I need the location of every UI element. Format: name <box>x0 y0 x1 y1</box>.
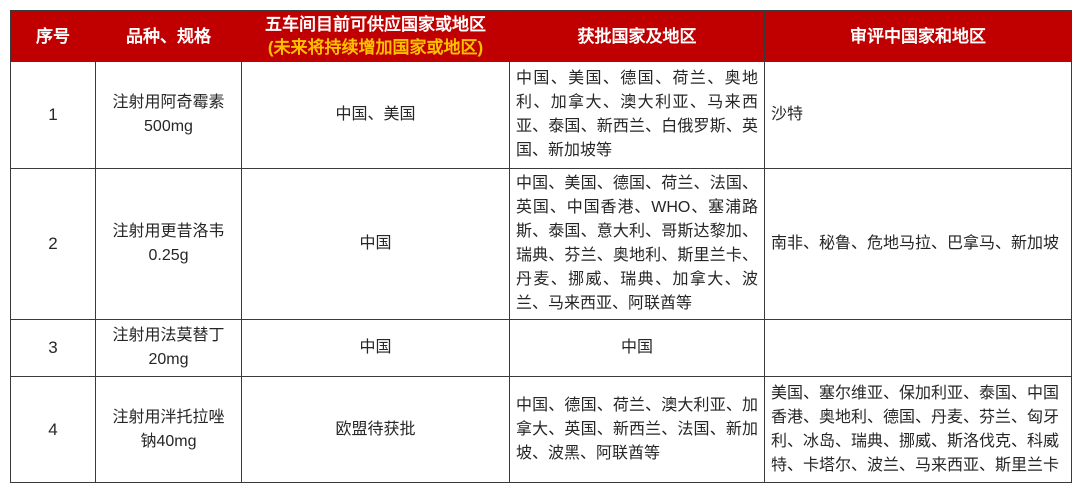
column-header-supply-label: 五车间目前可供应国家或地区 <box>265 15 486 34</box>
cell-row-number: 2 <box>10 168 96 320</box>
product-name: 注射用更昔洛韦 <box>112 223 225 240</box>
table-row-3: 3 注射用法莫替丁 20mg 中国 中国 <box>10 319 1072 377</box>
cell-product-spec: 注射用阿奇霉素 500mg <box>95 61 242 169</box>
column-header-in-review-label: 审评中国家和地区 <box>850 26 986 46</box>
product-spec: 20mg <box>148 351 189 368</box>
product-spec: 500mg <box>144 118 193 135</box>
column-header-product: 品种、规格 <box>95 10 242 62</box>
table-row-1: 1 注射用阿奇霉素 500mg 中国、美国 中国、美国、德国、荷兰、奥地利、加拿… <box>10 61 1072 169</box>
cell-approved-countries: 中国、美国、德国、荷兰、奥地利、加拿大、澳大利亚、马来西亚、泰国、新西兰、白俄罗… <box>509 61 765 169</box>
column-header-approved-label: 获批国家及地区 <box>577 26 697 46</box>
cell-row-number: 1 <box>10 61 96 169</box>
product-name: 注射用阿奇霉素 <box>112 94 225 111</box>
column-header-product-label: 品种、规格 <box>126 26 211 46</box>
product-spec: 钠40mg <box>140 432 197 450</box>
cell-supply-countries: 中国 <box>241 319 510 377</box>
cell-supply-countries: 欧盟待获批 <box>241 376 510 483</box>
cell-in-review-countries: 沙特 <box>764 61 1072 169</box>
cell-approved-countries: 中国、德国、荷兰、澳大利亚、加拿大、英国、新西兰、法国、新加坡、波黑、阿联酋等 <box>509 376 765 483</box>
product-spec: 0.25g <box>148 247 189 264</box>
cell-product-spec: 注射用更昔洛韦 0.25g <box>95 168 242 320</box>
column-header-approved: 获批国家及地区 <box>509 10 765 62</box>
product-name: 注射用法莫替丁 <box>112 327 225 344</box>
column-header-supply: 五车间目前可供应国家或地区 (未来将持续增加国家或地区) <box>241 10 510 62</box>
column-header-in-review: 审评中国家和地区 <box>764 10 1072 62</box>
cell-row-number: 3 <box>10 319 96 377</box>
cell-in-review-countries: 南非、秘鲁、危地马拉、巴拿马、新加坡 <box>764 168 1072 320</box>
table-row-2: 2 注射用更昔洛韦 0.25g 中国 中国、美国、德国、荷兰、法国、英国、中国香… <box>10 168 1072 320</box>
drug-supply-table: 序号 品种、规格 五车间目前可供应国家或地区 (未来将持续增加国家或地区) 获批… <box>10 10 1072 483</box>
cell-approved-countries: 中国 <box>509 319 765 377</box>
cell-supply-countries: 中国、美国 <box>241 61 510 169</box>
cell-supply-countries: 中国 <box>241 168 510 320</box>
cell-product-spec: 注射用泮托拉唑 钠40mg <box>95 376 242 483</box>
column-header-supply-note: (未来将持续增加国家或地区) <box>267 38 484 57</box>
cell-approved-countries: 中国、美国、德国、荷兰、法国、英国、中国香港、WHO、塞浦路斯、泰国、意大利、哥… <box>509 168 765 320</box>
column-header-no: 序号 <box>10 10 96 62</box>
column-header-no-label: 序号 <box>36 26 70 46</box>
table-row-4: 4 注射用泮托拉唑 钠40mg 欧盟待获批 中国、德国、荷兰、澳大利亚、加拿大、… <box>10 376 1072 483</box>
product-name: 注射用泮托拉唑 <box>112 408 225 426</box>
cell-in-review-countries: 美国、塞尔维亚、保加利亚、泰国、中国香港、奥地利、德国、丹麦、芬兰、匈牙利、冰岛… <box>764 376 1072 483</box>
drug-supply-table-container: 序号 品种、规格 五车间目前可供应国家或地区 (未来将持续增加国家或地区) 获批… <box>10 10 1072 483</box>
cell-product-spec: 注射用法莫替丁 20mg <box>95 319 242 377</box>
cell-row-number: 4 <box>10 376 96 483</box>
table-header-row: 序号 品种、规格 五车间目前可供应国家或地区 (未来将持续增加国家或地区) 获批… <box>10 10 1072 62</box>
cell-in-review-countries <box>764 319 1072 377</box>
